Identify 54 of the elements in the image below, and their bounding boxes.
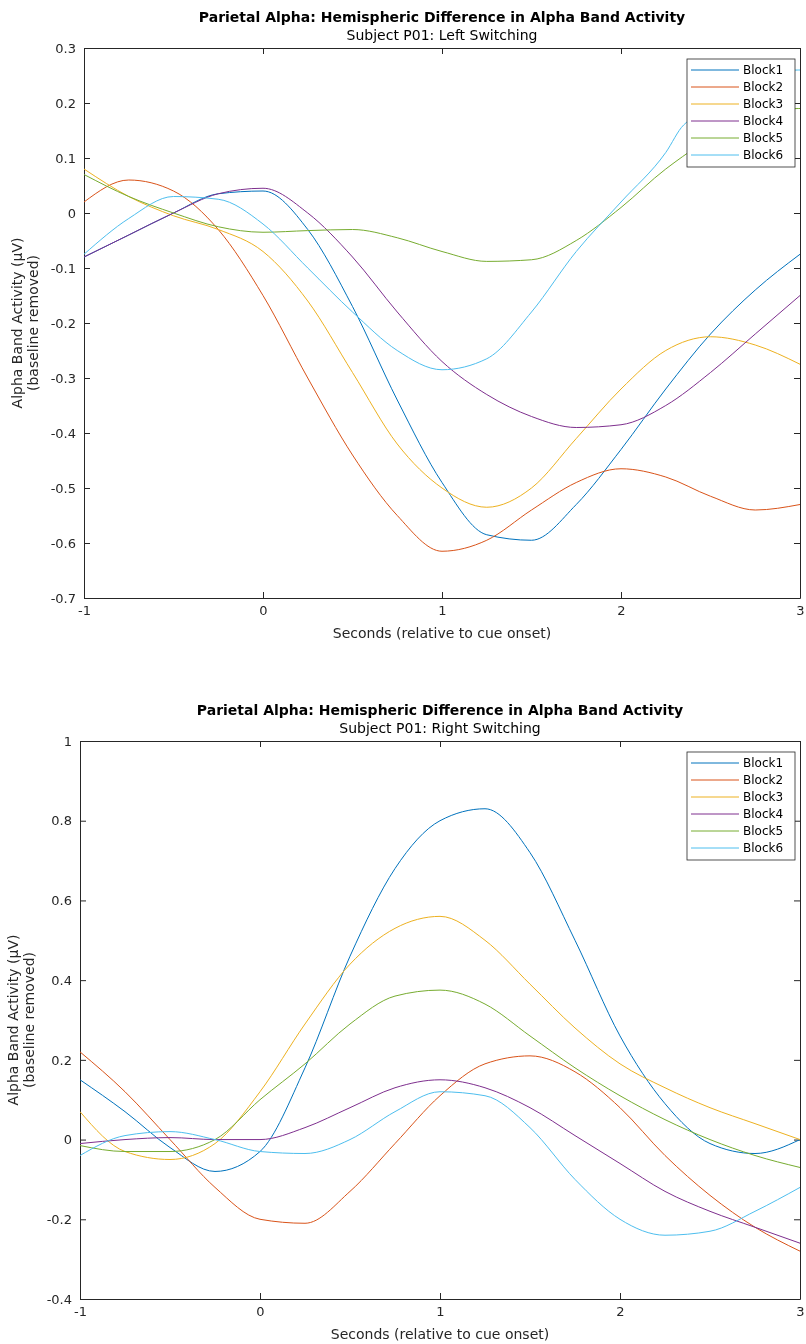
legend-label: Block3 (743, 790, 784, 804)
x-tick-label: -1 (74, 1304, 87, 1320)
line-series (80, 808, 800, 1172)
y-axis-title: Alpha Band Activity (μV) (baseline removed) (9, 237, 41, 409)
legend-label: Block2 (743, 773, 784, 787)
x-tick-label: -1 (78, 603, 91, 619)
y-tick-label: 0.8 (51, 813, 72, 829)
y-axis-title: Alpha Band Activity (μV) (baseline removed) (5, 934, 37, 1106)
legend-label: Block6 (743, 148, 784, 162)
legend-label: Block5 (743, 824, 784, 838)
x-tick-label: 1 (436, 1304, 445, 1320)
legend-label: Block4 (743, 114, 784, 128)
legend-label: Block4 (743, 807, 784, 821)
legend-label: Block2 (743, 80, 784, 94)
x-axis-title: Seconds (relative to cue onset) (330, 1326, 550, 1342)
legend-label: Block1 (743, 63, 784, 77)
y-tick-label: -0.1 (50, 260, 76, 276)
y-tick-label: -0.7 (50, 590, 76, 606)
y-tick-label: 0.1 (55, 150, 76, 166)
y-tick-label: -0.2 (50, 315, 76, 331)
chart-subtitle: Subject P01: Right Switching (339, 720, 541, 736)
y-tick-label: -0.3 (50, 370, 76, 386)
y-tick-label: -0.6 (50, 535, 76, 551)
legend-label: Block6 (743, 841, 784, 855)
legend-label: Block3 (743, 97, 784, 111)
x-tick-label: 0 (259, 603, 268, 619)
chart-title: Parietal Alpha: Hemispheric Difference in Alpha Band Activity (196, 702, 684, 718)
y-tick-label: 0.2 (55, 95, 76, 111)
y-tick-label: 0.6 (51, 893, 72, 909)
x-tick-label: 3 (796, 1304, 805, 1320)
chart-subtitle: Subject P01: Left Switching (346, 27, 538, 43)
x-axis-title: Seconds (relative to cue onset) (332, 625, 552, 641)
y-tick-label: 0.2 (51, 1052, 72, 1068)
chart-title: Parietal Alpha: Hemispheric Difference in Alpha Band Activity (198, 9, 686, 25)
y-tick-label: -0.4 (46, 1291, 72, 1307)
line-series (84, 187, 800, 428)
x-tick-label: 3 (796, 603, 805, 619)
x-tick-label: 2 (617, 603, 626, 619)
y-tick-label: -0.4 (50, 425, 76, 441)
y-tick-label: 0.3 (55, 40, 76, 56)
x-tick-label: 2 (616, 1304, 625, 1320)
y-tick-label: -0.5 (50, 480, 76, 496)
legend-label: Block1 (743, 756, 784, 770)
x-tick-label: 1 (438, 603, 447, 619)
y-tick-label: 0 (67, 205, 76, 221)
y-tick-label: -0.2 (46, 1211, 72, 1227)
y-tick-label: 1 (63, 733, 72, 749)
y-tick-label: 0 (63, 1132, 72, 1148)
x-tick-label: 0 (256, 1304, 265, 1320)
line-series (80, 1051, 800, 1252)
line-series (80, 989, 800, 1168)
y-tick-label: 0.4 (51, 972, 72, 988)
line-series (80, 915, 800, 1160)
legend-label: Block5 (743, 131, 784, 145)
